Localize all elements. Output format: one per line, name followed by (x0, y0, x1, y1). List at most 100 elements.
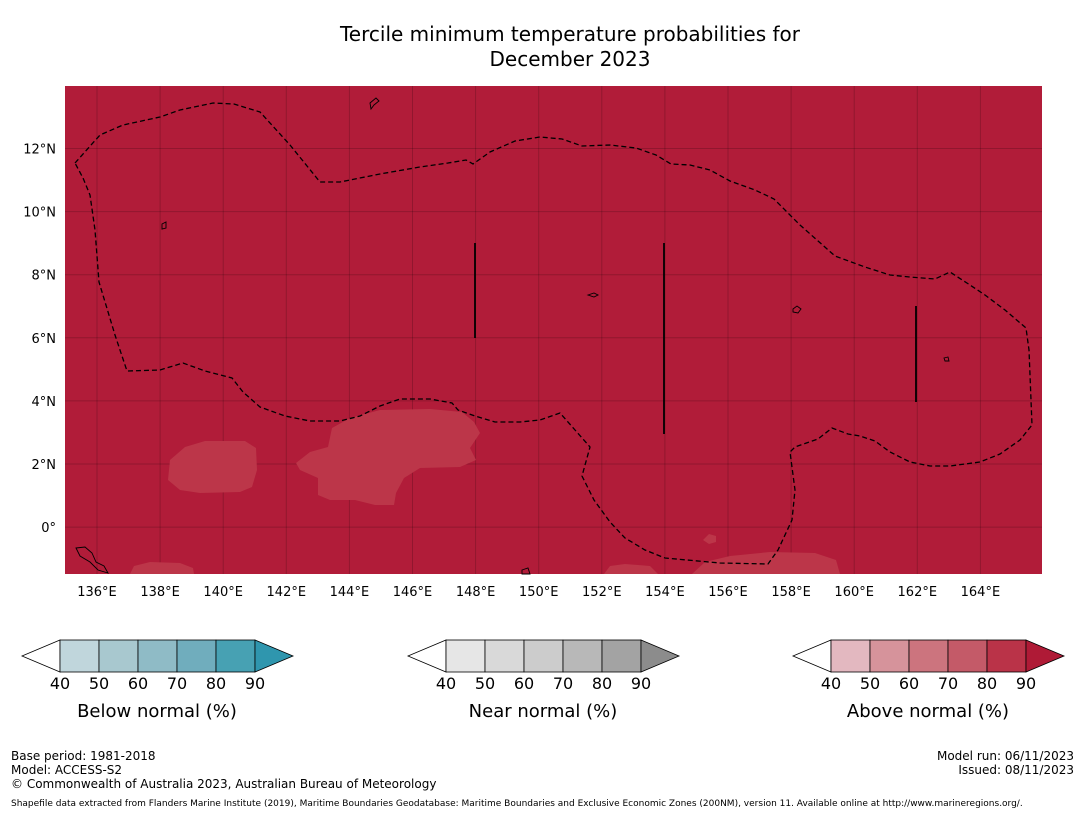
eez-boundary (74, 102, 1033, 565)
colorbar-tick-label: 50 (475, 674, 495, 693)
colorbar-tick-label: 50 (89, 674, 109, 693)
warm-patch-small (604, 564, 658, 574)
lon-tick-label: 164°E (961, 585, 1001, 600)
island-yap (161, 221, 167, 230)
colorbar-tick-label: 70 (553, 674, 573, 693)
map-title: Tercile minimum temperature probabilitie… (0, 22, 1085, 72)
colorbar-segment (484, 639, 525, 673)
colorbar-segment (601, 639, 642, 673)
lon-tick-label: 144°E (330, 585, 370, 600)
island-pohnpei (792, 305, 802, 314)
colorbar-lower-extend (791, 639, 832, 673)
colorbar-tick-label: 90 (1016, 674, 1036, 693)
colorbar-tick-label: 60 (128, 674, 148, 693)
colorbar-lower-extend (406, 639, 447, 673)
colorbar-tick-label: 70 (938, 674, 958, 693)
colorbar-segment (908, 639, 949, 673)
warm-patch-south-west (130, 562, 194, 574)
lon-tick-label: 146°E (393, 585, 433, 600)
colorbar-segment (947, 639, 988, 673)
map-title-line2: December 2023 (489, 47, 651, 71)
colorbar-segment (137, 639, 178, 673)
colorbar-near: 40 50 60 70 80 90 (406, 639, 681, 693)
colorbar-segment (523, 639, 564, 673)
lat-tick-label: 6°N (32, 332, 57, 347)
colorbar-label-above: Above normal (%) (846, 701, 1010, 722)
colorbar-segment (869, 639, 910, 673)
colorbar-tick-label: 40 (436, 674, 456, 693)
lon-tick-label: 154°E (645, 585, 685, 600)
base-period-text: Base period: 1981-2018 (11, 749, 156, 763)
colorbar-tick-label: 40 (821, 674, 841, 693)
island-north (369, 97, 380, 111)
footer-right: Model run: 06/11/2023 Issued: 08/11/2023 (937, 749, 1074, 777)
lon-tick-label: 160°E (834, 585, 874, 600)
issued-text: Issued: 08/11/2023 (958, 763, 1074, 777)
copyright-text: © Commonwealth of Australia 2023, Austra… (11, 777, 437, 791)
footer-left: Base period: 1981-2018 Model: ACCESS-S2 … (11, 749, 436, 791)
colorbar-tick-label: 60 (514, 674, 534, 693)
colorbar-tick-label: 80 (592, 674, 612, 693)
colorbar-upper-extend (1025, 639, 1066, 673)
lat-tick-label: 8°N (32, 269, 57, 284)
colorbars: 40 50 60 70 80 90 40 50 60 70 80 90 40 50 60 70 80 90 (20, 639, 1066, 693)
lat-tick-label: 4°N (32, 395, 57, 410)
map-area (65, 86, 1042, 574)
model-run-text: Model run: 06/11/2023 (936, 749, 1074, 763)
lon-tick-label: 140°E (203, 585, 243, 600)
tercile-map: 136°E 138°E 140°E 142°E 144°E 146°E 148°E 150°E… (23, 86, 1042, 600)
lon-tick-label: 156°E (708, 585, 748, 600)
lat-tick-label: 10°N (23, 206, 56, 221)
warm-patch-dot (703, 534, 716, 544)
colorbar-above: 40 50 60 70 80 90 (791, 639, 1066, 693)
island-chuuk (586, 292, 600, 298)
colorbar-tick-label: 70 (167, 674, 187, 693)
colorbar-segment (562, 639, 603, 673)
colorbar-tick-label: 80 (977, 674, 997, 693)
colorbar-segment (445, 639, 486, 673)
shapefile-credit: Shapefile data extracted from Flanders M… (11, 799, 1023, 809)
longitude-tick-labels: 136°E 138°E 140°E 142°E 144°E 146°E 148°E 150°E… (77, 585, 1000, 600)
lon-tick-label: 150°E (519, 585, 559, 600)
colorbar-upper-extend (640, 639, 681, 673)
colorbar-tick-label: 90 (245, 674, 265, 693)
warm-patch-west (168, 441, 257, 493)
colorbar-segment (830, 639, 871, 673)
warm-patch-central (296, 409, 480, 505)
islands (75, 97, 950, 575)
lat-tick-label: 2°N (32, 458, 57, 473)
island-south (521, 567, 531, 575)
lon-tick-label: 152°E (582, 585, 622, 600)
colorbar-tick-label: 60 (899, 674, 919, 693)
lon-tick-label: 136°E (77, 585, 117, 600)
colorbar-segment (98, 639, 139, 673)
colorbar-label-below: Below normal (%) (77, 701, 237, 722)
colorbar-segment (176, 639, 217, 673)
colorbar-lower-extend (20, 639, 61, 673)
colorbar-segment (986, 639, 1027, 673)
colorbar-below: 40 50 60 70 80 90 (20, 639, 295, 693)
model-text: Model: ACCESS-S2 (11, 763, 123, 777)
lon-tick-label: 138°E (140, 585, 180, 600)
boundary-segments (474, 243, 917, 434)
colorbar-tick-label: 50 (860, 674, 880, 693)
island-palau (75, 546, 109, 574)
colorbar-label-near: Near normal (%) (468, 701, 618, 722)
lat-tick-label: 0° (41, 521, 56, 536)
lon-tick-label: 162°E (898, 585, 938, 600)
colorbar-tick-label: 80 (206, 674, 226, 693)
warm-patch-south-east (692, 552, 840, 574)
warm-anomaly-patches (130, 409, 840, 574)
lat-tick-label: 12°N (23, 143, 56, 158)
colorbar-tick-label: 40 (50, 674, 70, 693)
colorbar-tick-label: 90 (631, 674, 651, 693)
lon-tick-label: 142°E (267, 585, 307, 600)
latitude-tick-labels: 12°N 10°N 8°N 6°N 4°N 2°N 0° (23, 143, 56, 537)
island-kosrae (943, 356, 950, 362)
colorbar-segment (215, 639, 256, 673)
colorbar-segment (59, 639, 100, 673)
map-title-line1: Tercile minimum temperature probabilitie… (339, 22, 801, 46)
lon-tick-label: 148°E (456, 585, 496, 600)
lon-tick-label: 158°E (771, 585, 811, 600)
colorbar-upper-extend (254, 639, 295, 673)
